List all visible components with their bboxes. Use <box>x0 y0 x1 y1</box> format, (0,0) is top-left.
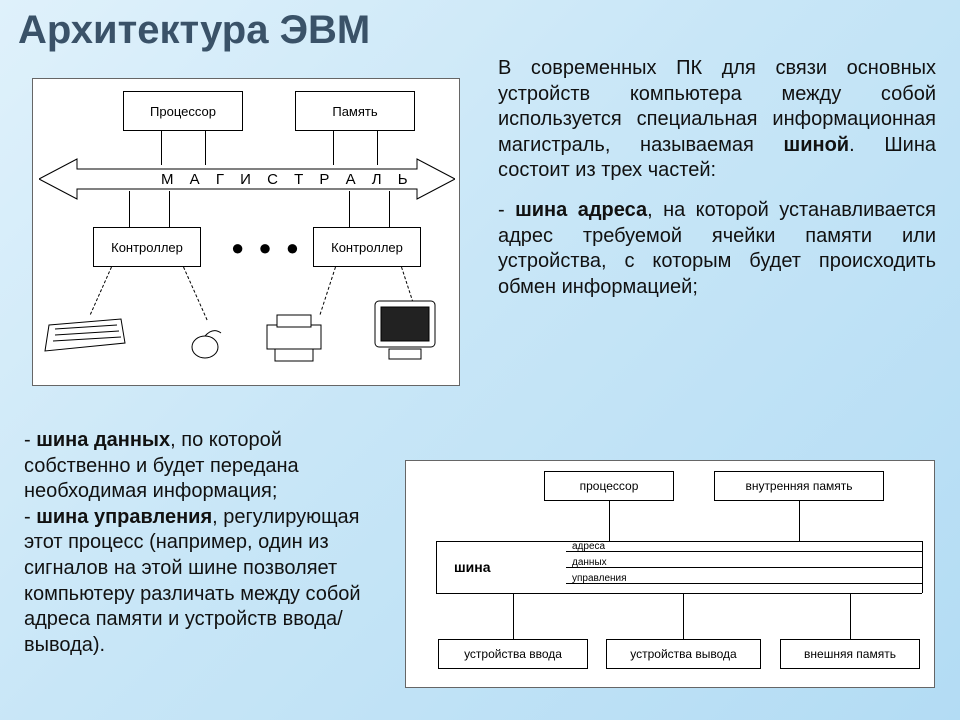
mouse-icon <box>185 329 225 363</box>
box-controller-1: Контроллер <box>93 227 201 267</box>
bus-diagram-top: Процессор Память М А Г И С Т Р А Л Ь Кон… <box>32 78 460 386</box>
d2-internal-memory: внутренняя память <box>714 471 884 501</box>
box-memory: Память <box>295 91 415 131</box>
l1-pre: - <box>24 429 36 451</box>
paragraph-right: В современных ПК для связи основных устр… <box>498 56 936 314</box>
d2-input-devices: устройства ввода <box>438 639 588 669</box>
d2-output-devices: устройства вывода <box>606 639 761 669</box>
paragraph-left: - шина данных, по которой собственно и б… <box>24 428 384 658</box>
d2-cpu: процессор <box>544 471 674 501</box>
p2-bold: шина адреса <box>515 199 647 221</box>
d2-external-memory: внешняя память <box>780 639 920 669</box>
ellipsis-dots: ● ● ● <box>231 235 303 261</box>
box-controller-2: Контроллер <box>313 227 421 267</box>
l2-pre: - <box>24 506 36 528</box>
d2-bus-label: шина <box>454 559 491 575</box>
monitor-icon <box>369 297 443 367</box>
l1-bold: шина данных <box>36 429 170 451</box>
bus-diagram-bottom: процессор внутренняя память шина адреса … <box>405 460 935 688</box>
lane-data: данных <box>572 557 607 568</box>
lane-control: управления <box>572 573 627 584</box>
bus-label: М А Г И С Т Р А Л Ь <box>161 171 414 188</box>
box-cpu: Процессор <box>123 91 243 131</box>
p2-pre: - <box>498 199 515 221</box>
p1-bold: шиной <box>784 134 850 156</box>
l2-post: , регулирующая этот процесс (например, о… <box>24 506 361 656</box>
printer-icon <box>261 311 327 365</box>
page-title: Архитектура ЭВМ <box>18 8 370 53</box>
keyboard-icon <box>43 317 127 357</box>
l2-bold: шина управления <box>36 506 212 528</box>
lane-address: адреса <box>572 541 605 552</box>
